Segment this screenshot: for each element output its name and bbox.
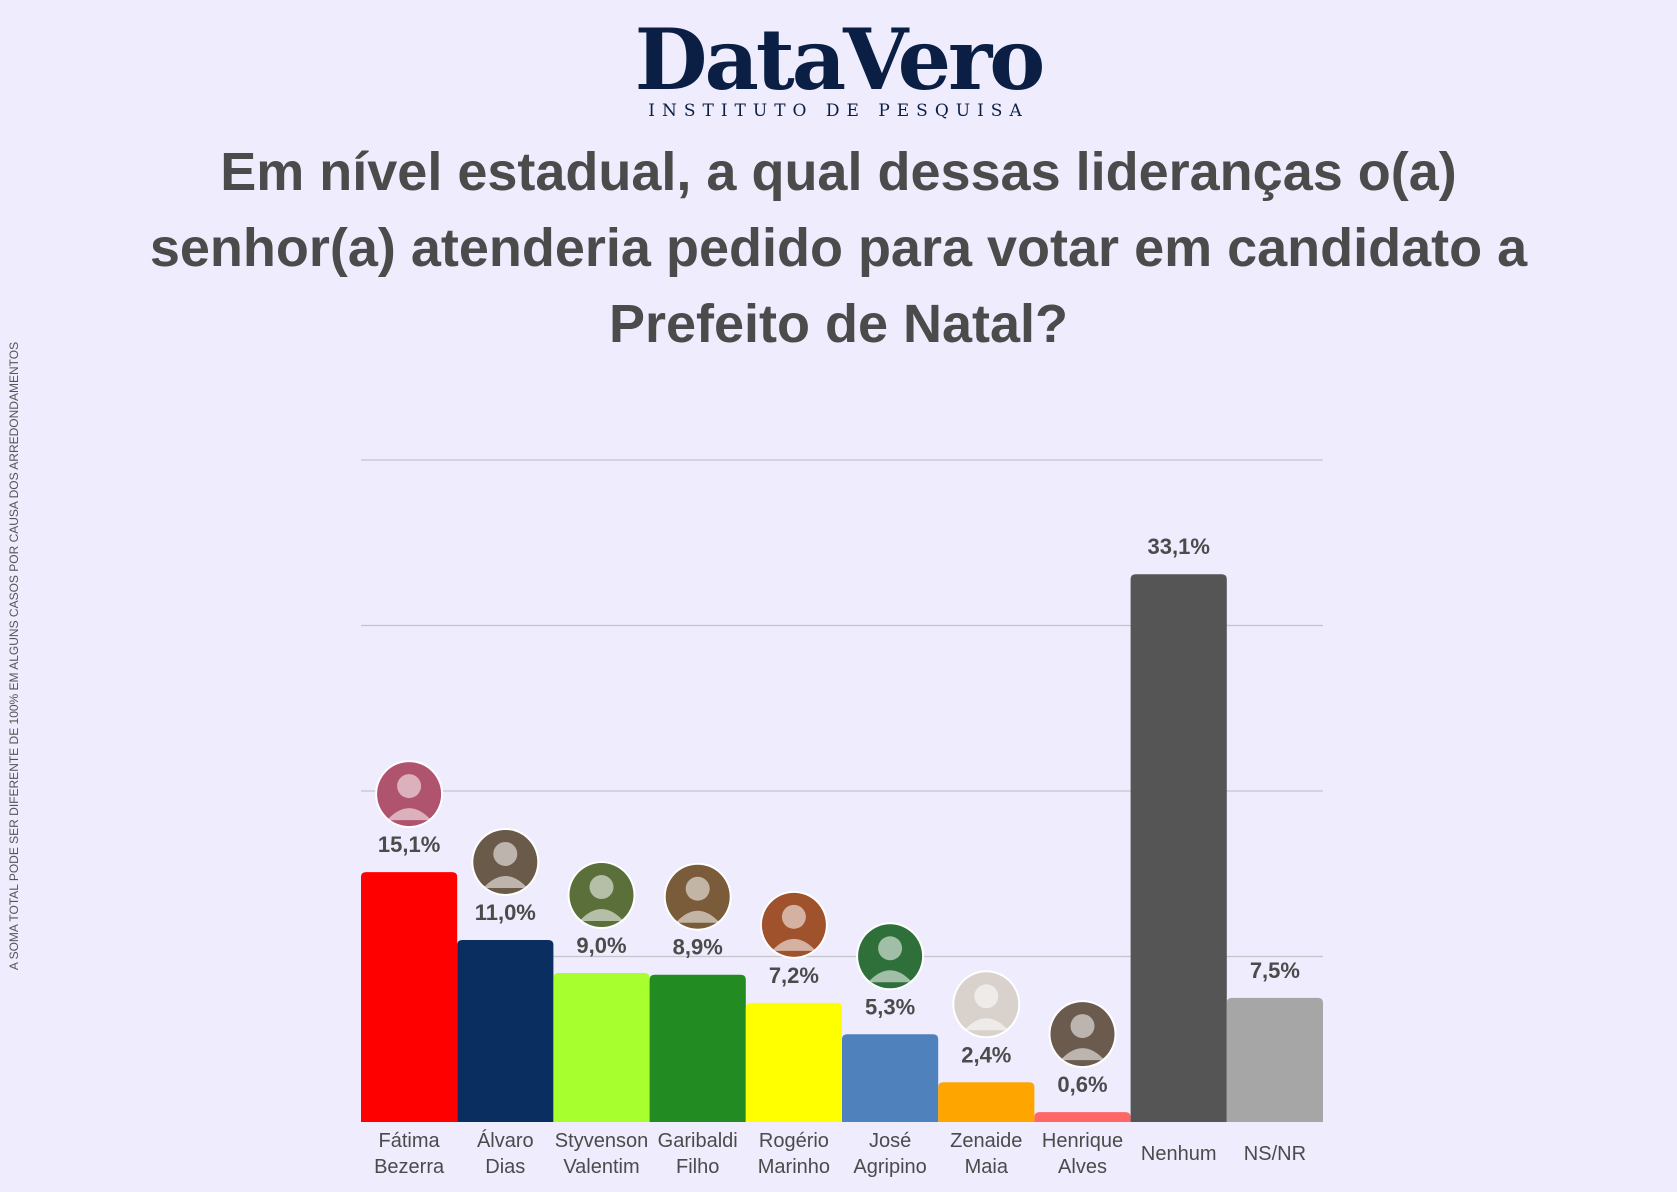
bars	[361, 574, 1323, 1122]
category-label: Alves	[1058, 1156, 1107, 1178]
category-label: Nenhum	[1141, 1143, 1217, 1165]
person-photo-icon	[375, 760, 444, 829]
person-photo-icon	[856, 922, 925, 991]
bar-value-label: 15,1%	[378, 832, 440, 857]
bar	[553, 973, 650, 1122]
category-label: Agripino	[853, 1156, 926, 1178]
category-label: Marinho	[758, 1156, 830, 1178]
bar	[842, 1034, 939, 1122]
bar-value-label: 9,0%	[576, 933, 626, 958]
category-label: Fátima	[379, 1130, 441, 1152]
value-labels: 15,1% 11,0% 9,0% 8,9% 7,2% 5,3% 2,4% 0,6% 33,1% 7…	[378, 534, 1300, 1097]
category-label: Garibaldi	[658, 1130, 738, 1152]
logo-subtitle: INSTITUTO DE PESQUISA	[648, 101, 1029, 121]
bar-value-label: 33,1%	[1148, 534, 1210, 559]
category-label: Álvaro	[477, 1129, 534, 1152]
bar-value-label: 8,9%	[673, 935, 723, 960]
category-label: Zenaide	[950, 1130, 1022, 1152]
bar	[361, 872, 458, 1122]
logo-text: DataVero	[634, 10, 1046, 109]
bar	[1226, 997, 1323, 1122]
category-label: Bezerra	[374, 1156, 445, 1178]
chart-title: Em nível estadual, a qual dessas lideran…	[149, 142, 1528, 354]
bar-value-label: 11,0%	[475, 900, 536, 925]
category-label: Dias	[485, 1156, 525, 1178]
bar	[457, 939, 554, 1122]
category-label: Styvenson	[555, 1130, 648, 1152]
bar	[1034, 1112, 1131, 1122]
person-photo-icon	[471, 827, 540, 896]
person-photo-icon	[1048, 1000, 1117, 1069]
person-photo-icon	[567, 861, 636, 930]
bar-value-label: 7,5%	[1250, 958, 1300, 983]
category-label: Henrique	[1042, 1130, 1123, 1152]
category-label: Valentim	[563, 1156, 639, 1178]
bar-value-label: 2,4%	[961, 1042, 1011, 1067]
category-label: José	[869, 1130, 911, 1152]
avatars	[375, 760, 1117, 1069]
person-photo-icon	[663, 862, 732, 931]
bar	[745, 1002, 842, 1122]
bar-value-label: 0,6%	[1057, 1072, 1107, 1097]
bar-value-label: 5,3%	[865, 994, 915, 1019]
category-labels: Fátima Bezerra Álvaro Dias Styvenson Valentim…	[374, 1129, 1306, 1178]
logo: DataVero INSTITUTO DE PESQUISA	[0, 14, 1677, 122]
person-photo-icon	[952, 970, 1021, 1039]
bar-value-label: 7,2%	[769, 963, 819, 988]
category-label: Filho	[676, 1156, 719, 1178]
bar	[649, 974, 746, 1122]
category-label: NS/NR	[1244, 1143, 1306, 1165]
person-photo-icon	[759, 890, 828, 959]
bar	[1130, 574, 1227, 1122]
category-label: Rogério	[759, 1130, 829, 1152]
bar	[938, 1082, 1035, 1122]
category-label: Maia	[965, 1156, 1009, 1178]
